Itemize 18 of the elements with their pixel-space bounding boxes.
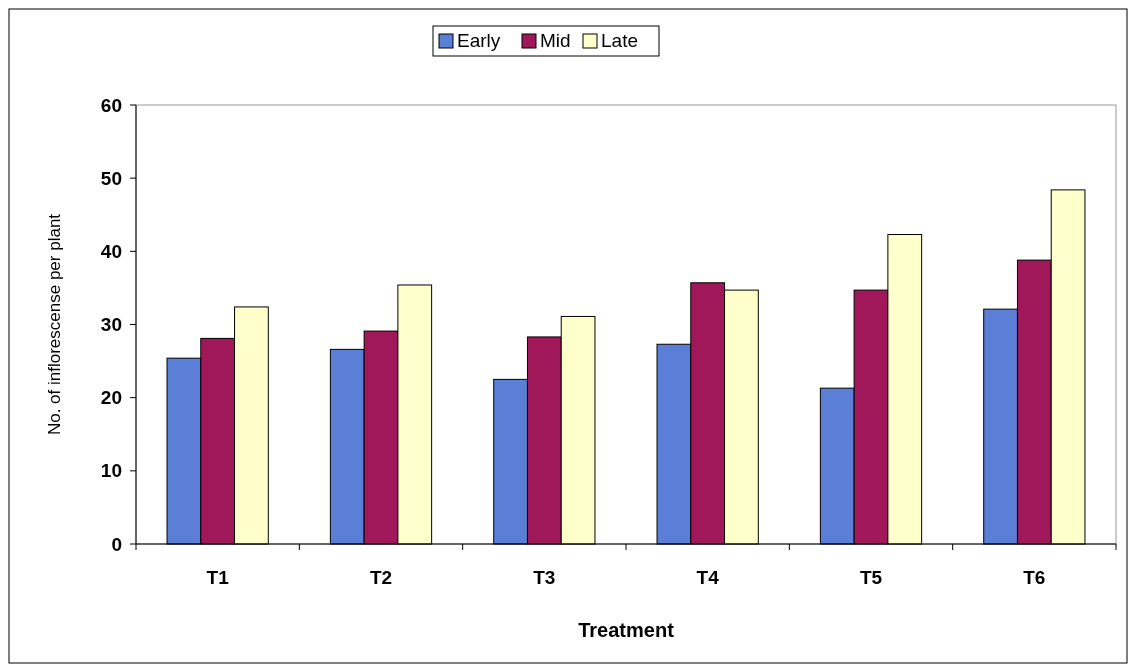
y-tick-label: 40 <box>100 240 122 262</box>
y-tick-label: 60 <box>100 94 122 116</box>
x-axis-title: Treatment <box>578 619 675 641</box>
y-tick-label: 0 <box>111 533 122 555</box>
y-axis-title: No. of inflorescense per plant <box>45 213 64 436</box>
x-tick-label: T4 <box>696 567 720 588</box>
x-tick-label: T3 <box>533 567 556 588</box>
legend-label: Late <box>601 30 638 51</box>
x-tick-label: T2 <box>369 567 393 588</box>
x-tick-label: T6 <box>1023 567 1046 588</box>
y-tick-label: 20 <box>100 387 122 409</box>
legend-label: Mid <box>540 30 571 51</box>
x-tick-label: T1 <box>206 567 230 588</box>
x-tick-label: T5 <box>859 567 883 588</box>
legend-label: Early <box>457 30 501 51</box>
y-tick-label: 10 <box>100 460 122 482</box>
y-tick-label: 50 <box>100 167 122 189</box>
y-tick-label: 30 <box>100 314 122 336</box>
